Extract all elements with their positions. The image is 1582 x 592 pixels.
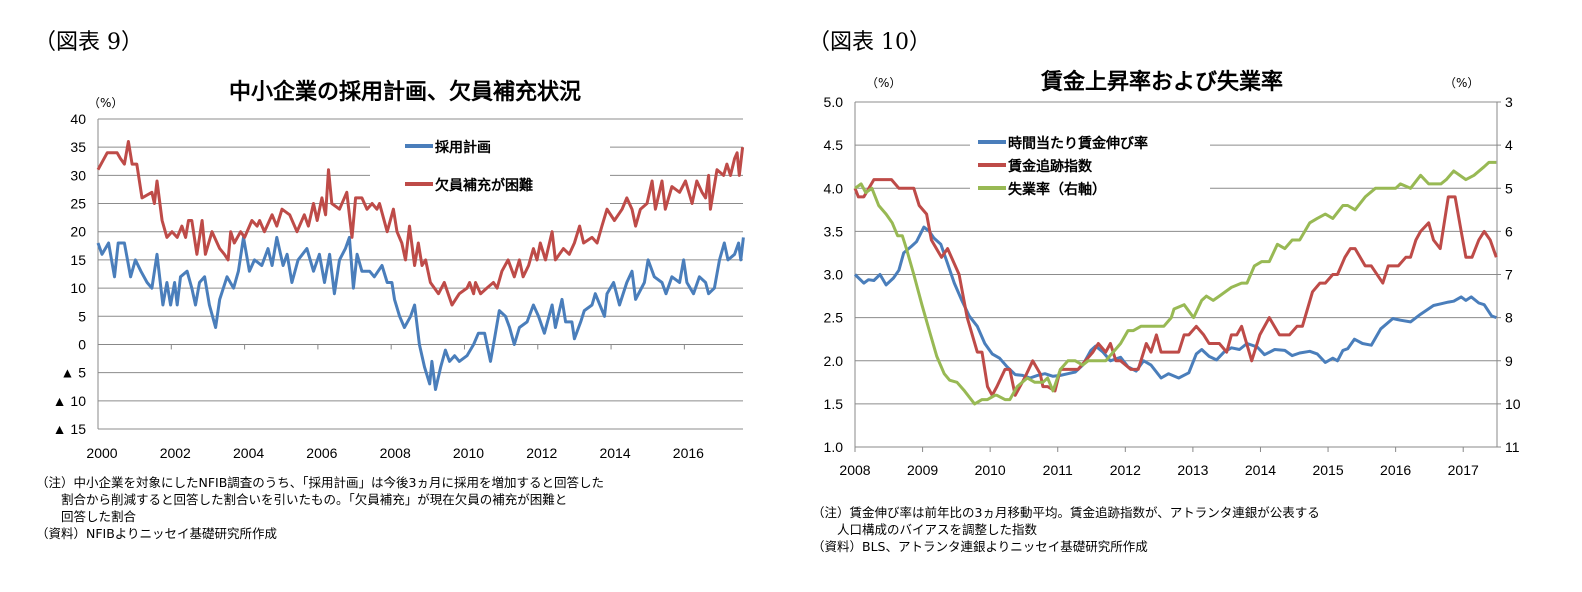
y-tick-label: ▲ 5 bbox=[60, 365, 86, 381]
x-tick-label: 2008 bbox=[839, 462, 870, 478]
x-tick-label: 2016 bbox=[673, 445, 704, 461]
y-right-tick-label: 4 bbox=[1505, 137, 1513, 153]
x-tick-label: 2010 bbox=[453, 445, 484, 461]
note-line: 割合から削減すると回答した割合いを引いたもの。「欠員補充」が現在欠員の補充が困難… bbox=[36, 492, 568, 507]
y-right-tick-label: 11 bbox=[1505, 439, 1520, 455]
x-tick-label: 2004 bbox=[233, 445, 264, 461]
y-tick-label: 0 bbox=[78, 336, 86, 352]
y-tick-label: 15 bbox=[70, 252, 86, 268]
x-tick-label: 2002 bbox=[160, 445, 191, 461]
x-tick-label: 2006 bbox=[306, 445, 337, 461]
x-tick-label: 2010 bbox=[975, 462, 1006, 478]
y-axis-unit-right-10: （%） bbox=[1444, 76, 1480, 90]
y-right-tick-label: 6 bbox=[1505, 223, 1513, 239]
legend-background bbox=[370, 125, 610, 205]
series-line-1 bbox=[853, 225, 1497, 380]
y-tick-label: 35 bbox=[70, 139, 86, 155]
series-line-2 bbox=[853, 178, 1498, 397]
y-axis-unit-left-10: （%） bbox=[866, 76, 902, 90]
y-tick-label: 1.0 bbox=[824, 439, 844, 455]
y-tick-label: 20 bbox=[70, 224, 86, 240]
y-right-tick-label: 8 bbox=[1505, 310, 1513, 326]
x-tick-label: 2014 bbox=[599, 445, 630, 461]
legend-label: 採用計画 bbox=[435, 139, 491, 156]
x-tick-label: 2008 bbox=[380, 445, 411, 461]
figure-label-10: （図表 10） bbox=[808, 30, 931, 55]
y-tick-label: ▲ 10 bbox=[53, 393, 87, 409]
x-tick-label: 2000 bbox=[86, 445, 117, 461]
legend-label: 時間当たり賃金伸び率 bbox=[1008, 135, 1148, 152]
chart-title-9: 中小企業の採用計画、欠員補充状況 bbox=[228, 80, 582, 105]
legend-label: 欠員補充が困難 bbox=[435, 177, 533, 194]
y-right-tick-label: 10 bbox=[1505, 396, 1521, 412]
y-tick-label: 4.5 bbox=[824, 137, 844, 153]
figure-label-9: （図表 9） bbox=[34, 30, 143, 55]
series-line-2 bbox=[96, 140, 745, 307]
y-right-tick-label: 5 bbox=[1505, 180, 1513, 196]
x-tick-label: 2014 bbox=[1245, 462, 1276, 478]
x-tick-label: 2016 bbox=[1380, 462, 1411, 478]
source-line: （資料）BLS、アトランタ連銀よりニッセイ基礎研究所作成 bbox=[812, 539, 1148, 554]
x-tick-label: 2011 bbox=[1043, 462, 1073, 478]
y-tick-label: 4.0 bbox=[824, 180, 844, 196]
y-tick-label: 10 bbox=[70, 280, 86, 296]
notes-left: （注）中小企業を対象にしたNFIB調査のうち、「採用計画」は今後3ヵ月に採用を増… bbox=[36, 474, 604, 542]
y-tick-label: 25 bbox=[70, 196, 86, 212]
y-tick-label: 3.5 bbox=[824, 223, 844, 239]
legend-label: 賃金追跡指数 bbox=[1007, 158, 1093, 175]
y-tick-label: 40 bbox=[70, 111, 86, 127]
y-tick-label: 30 bbox=[70, 167, 86, 183]
x-tick-label: 2012 bbox=[526, 445, 557, 461]
note-line: 人口構成のバイアスを調整した指数 bbox=[812, 522, 1038, 537]
chart-title-10: 賃金上昇率および失業率 bbox=[1040, 70, 1284, 95]
y-tick-label: 2.0 bbox=[824, 353, 844, 369]
series-line-1 bbox=[96, 235, 745, 391]
y-tick-label: 5.0 bbox=[824, 94, 844, 110]
y-axis-unit-9: （%） bbox=[88, 96, 124, 110]
legend-background bbox=[970, 128, 1210, 200]
y-tick-label: ▲ 15 bbox=[53, 421, 87, 437]
y-right-tick-label: 3 bbox=[1505, 94, 1513, 110]
series-line-3 bbox=[854, 160, 1497, 406]
notes-right: （注）賃金伸び率は前年比の3ヵ月移動平均。賃金追跡指数が、アトランタ連銀が公表す… bbox=[812, 504, 1320, 555]
y-tick-label: 3.0 bbox=[824, 267, 844, 283]
x-tick-label: 2017 bbox=[1448, 462, 1479, 478]
note-line: 回答した割合 bbox=[36, 509, 137, 524]
note-line: （注）中小企業を対象にしたNFIB調査のうち、「採用計画」は今後3ヵ月に採用を増… bbox=[36, 475, 605, 490]
x-tick-label: 2012 bbox=[1110, 462, 1141, 478]
x-tick-label: 2015 bbox=[1312, 462, 1343, 478]
note-line: （注）賃金伸び率は前年比の3ヵ月移動平均。賃金追跡指数が、アトランタ連銀が公表す… bbox=[812, 505, 1320, 520]
x-tick-label: 2013 bbox=[1177, 462, 1208, 478]
y-right-tick-label: 9 bbox=[1505, 353, 1513, 369]
y-tick-label: 2.5 bbox=[824, 310, 844, 326]
y-tick-label: 1.5 bbox=[824, 396, 844, 412]
x-tick-label: 2009 bbox=[907, 462, 938, 478]
y-tick-label: 5 bbox=[78, 308, 86, 324]
y-right-tick-label: 7 bbox=[1505, 267, 1513, 283]
source-line: （資料）NFIBよりニッセイ基礎研究所作成 bbox=[36, 526, 278, 541]
legend-label: 失業率（右軸） bbox=[1008, 181, 1106, 198]
